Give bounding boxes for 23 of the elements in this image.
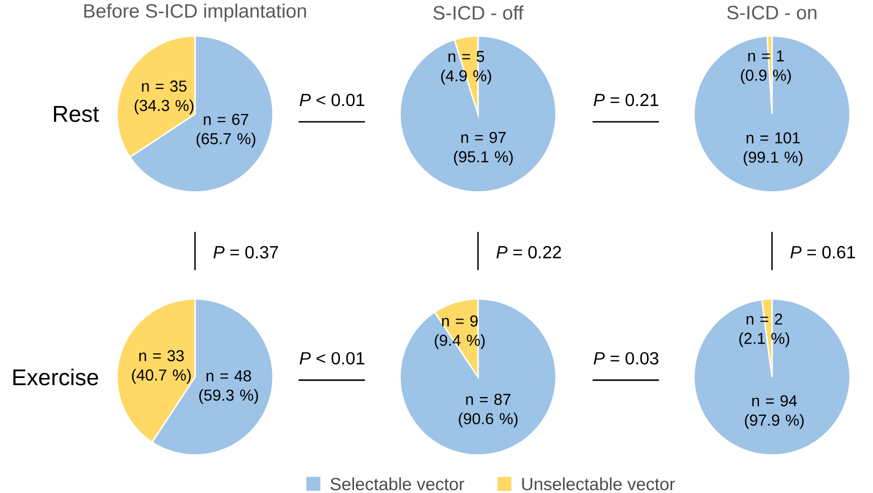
text: Rest xyxy=(54,106,99,122)
text: P = 0.22 xyxy=(496,246,561,258)
data-label: n = 35 (34.3 %) xyxy=(134,80,194,114)
legend-label: Unselectable vector xyxy=(522,477,675,490)
data-label: n = 2 (2.1 %) xyxy=(739,313,790,348)
data-label: n = 87 (90.6 %) xyxy=(458,394,518,428)
data-label: n = 101 (99.1 %) xyxy=(744,132,802,166)
text: P = 0.61 xyxy=(790,246,855,258)
text: P = 0.03 xyxy=(594,352,658,364)
text: P = 0.37 xyxy=(213,246,278,258)
text: P < 0.01 xyxy=(300,352,364,364)
text: Exercise xyxy=(13,368,98,386)
data-label: n = 67 (65.7 %) xyxy=(196,114,256,148)
legend-label: Selectable vector xyxy=(330,477,464,490)
text: P < 0.01 xyxy=(300,94,364,106)
chart-title: Before S-ICD implantation xyxy=(84,4,306,22)
chart-title: S-ICD - off xyxy=(433,6,524,20)
data-label: n = 48 (59.3 %) xyxy=(199,370,258,404)
data-label: n = 33 (40.7 %) xyxy=(132,350,191,384)
text: P = 0.21 xyxy=(594,94,658,106)
data-label: n = 94 (97.9 %) xyxy=(744,395,804,429)
chart-title: S-ICD - on xyxy=(727,6,816,20)
data-label: n = 97 (95.1 %) xyxy=(454,132,513,166)
